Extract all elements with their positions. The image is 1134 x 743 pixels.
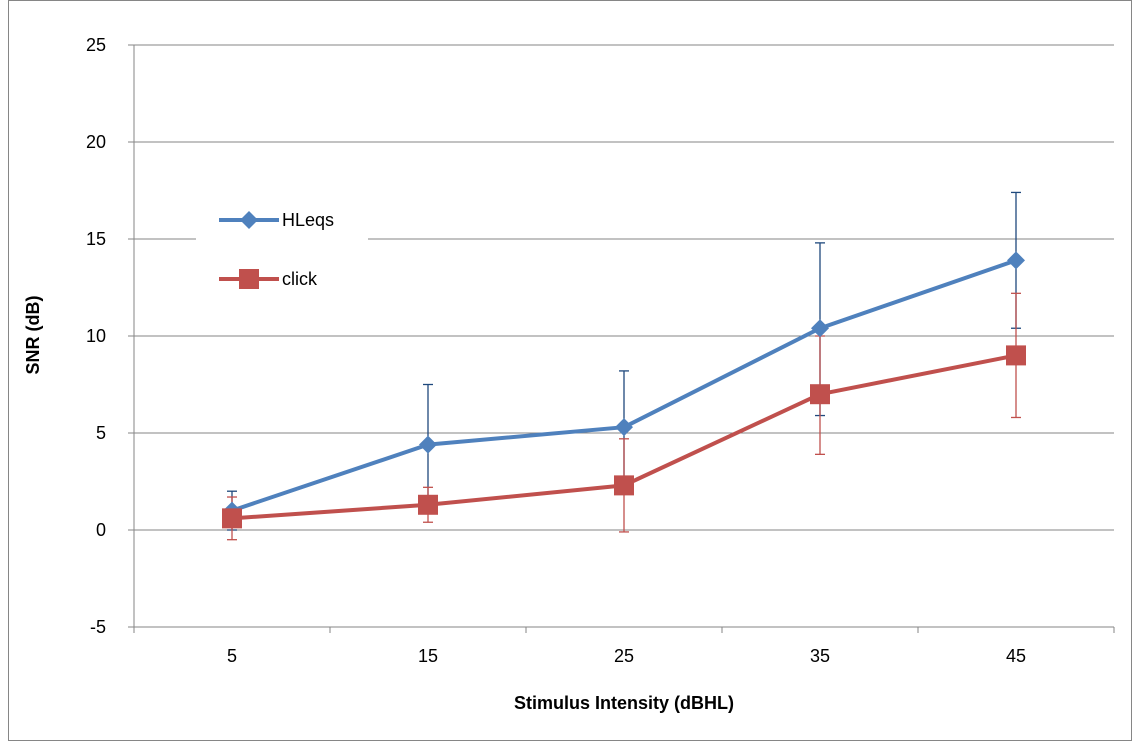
series — [222, 191, 1026, 541]
x-axis-title: Stimulus Intensity (dBHL) — [514, 693, 734, 713]
y-tick-label: -5 — [90, 617, 106, 637]
y-tick-label: 0 — [96, 520, 106, 540]
data-point-hleqs — [811, 319, 829, 338]
data-point-hleqs — [615, 418, 633, 437]
data-point-click — [418, 494, 438, 515]
data-point-click — [1006, 345, 1026, 366]
x-tick-label: 15 — [418, 646, 438, 666]
y-tick-label: 10 — [86, 326, 106, 346]
legend-label-hleqs: HLeqs — [282, 210, 334, 230]
gridlines — [134, 44, 1114, 531]
y-tick-label: 25 — [86, 35, 106, 55]
y-axis-title: SNR (dB) — [23, 296, 43, 375]
x-tick-label: 35 — [810, 646, 830, 666]
data-point-hleqs — [1007, 251, 1025, 270]
axes: -5 0 5 10 15 20 25 5 15 25 35 45 — [86, 35, 1115, 666]
data-point-click — [810, 384, 830, 405]
legend: HLeqs click — [196, 196, 368, 302]
x-tick-label: 5 — [227, 646, 237, 666]
x-tick-label: 45 — [1006, 646, 1026, 666]
data-point-click — [222, 508, 242, 529]
x-tick-label: 25 — [614, 646, 634, 666]
data-point-click — [614, 475, 634, 496]
y-tick-label: 20 — [86, 132, 106, 152]
legend-label-click: click — [282, 269, 318, 289]
data-point-hleqs — [419, 435, 437, 454]
legend-marker-hleqs — [240, 211, 258, 229]
y-tick-label: 5 — [96, 423, 106, 443]
y-tick-label: 15 — [86, 229, 106, 249]
legend-background — [196, 196, 368, 302]
legend-marker-click — [239, 269, 259, 289]
